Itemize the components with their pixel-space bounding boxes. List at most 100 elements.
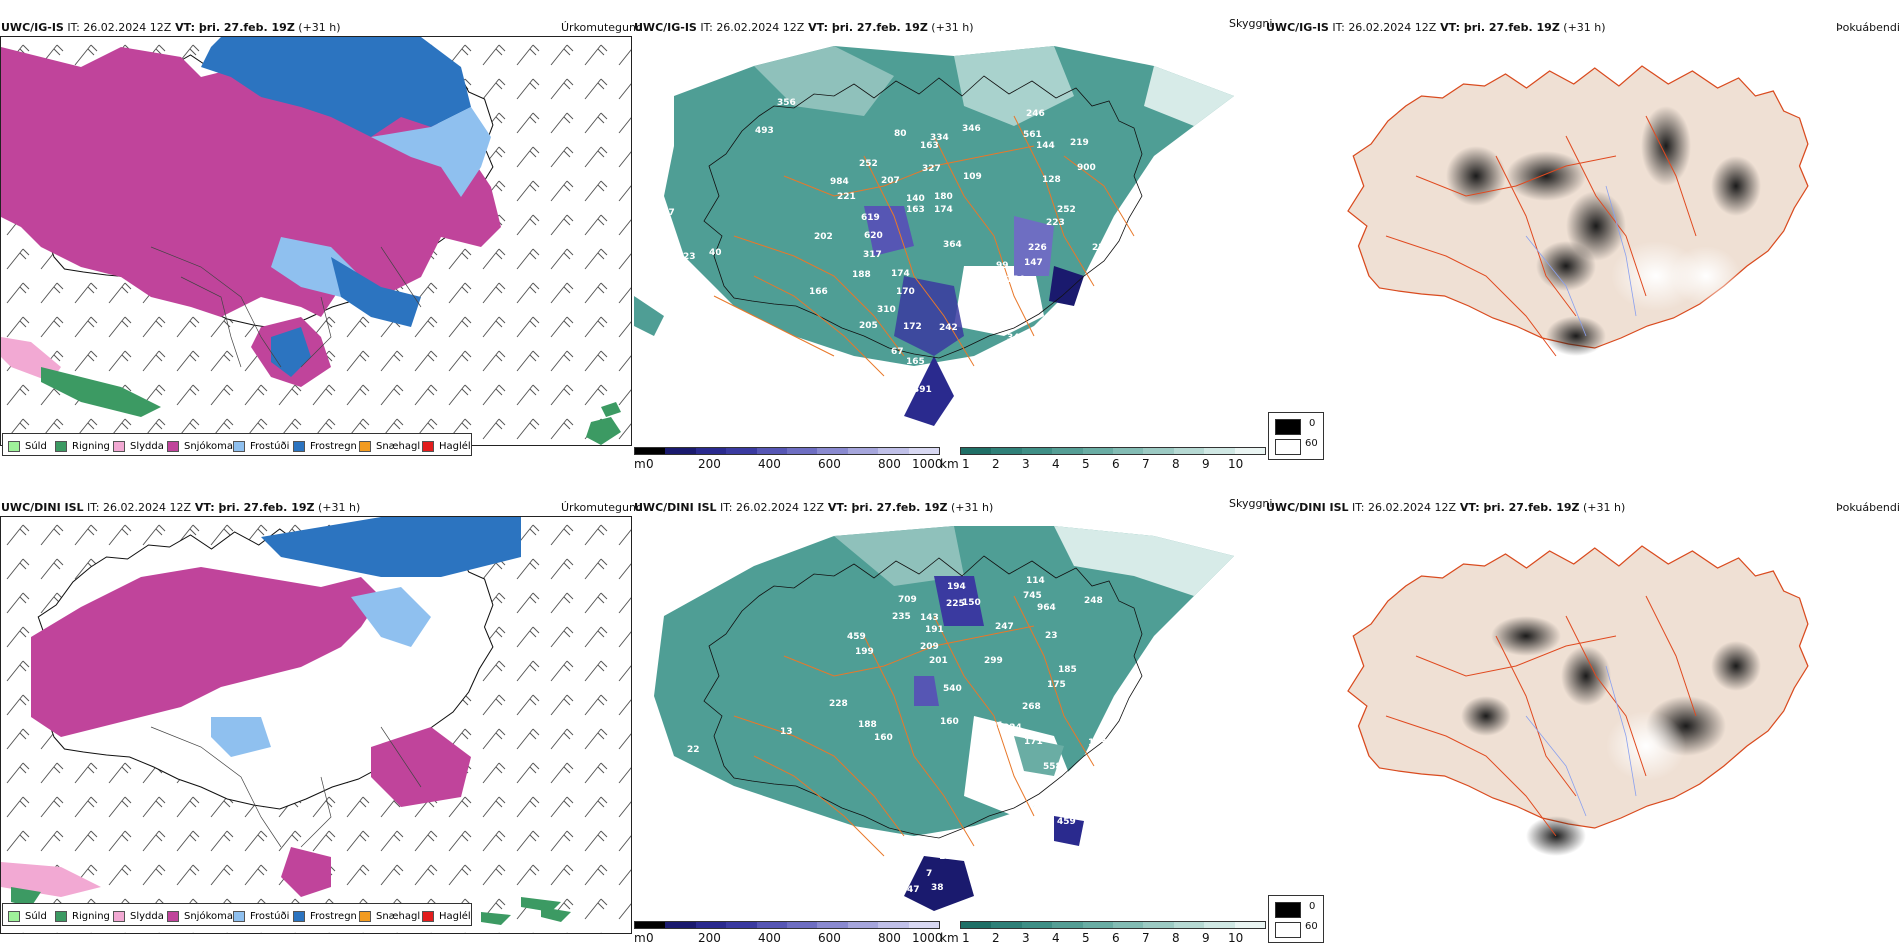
svg-text:242: 242 <box>939 323 958 333</box>
svg-text:99: 99 <box>996 261 1009 271</box>
svg-text:558: 558 <box>1043 762 1062 772</box>
visibility-tick: 9 <box>1202 457 1210 471</box>
svg-text:459: 459 <box>1057 817 1076 827</box>
svg-text:561: 561 <box>1023 130 1042 140</box>
svg-text:180: 180 <box>934 192 953 202</box>
legend-label-drizzle: Súld <box>25 441 47 452</box>
visibility-tick: 7 <box>1142 931 1150 945</box>
svg-text:173: 173 <box>1088 738 1107 748</box>
visibility-colorbar <box>960 921 1266 929</box>
svg-text:246: 246 <box>1026 109 1045 119</box>
svg-text:150: 150 <box>962 598 981 608</box>
visibility-tick: 6 <box>1112 931 1120 945</box>
svg-text:55: 55 <box>887 369 900 379</box>
fog-panel-dini: UWC/DINI ISL IT: 26.02.2024 12Z VT: þri.… <box>1266 492 1900 950</box>
fog-label-0: 0 <box>1309 901 1316 912</box>
legend-label-rain: Rigning <box>72 911 110 922</box>
svg-text:356: 356 <box>777 98 796 108</box>
ceiling-tick: 0 <box>646 931 654 945</box>
svg-text:235: 235 <box>892 612 911 622</box>
svg-text:165: 165 <box>906 357 925 367</box>
svg-text:175: 175 <box>1047 680 1066 690</box>
svg-text:22: 22 <box>687 745 700 755</box>
svg-text:459: 459 <box>847 632 866 642</box>
legend-label-freezing-rain: Frostregn <box>310 911 357 922</box>
visibility-tick: 7 <box>1142 457 1150 471</box>
legend-label-freezing-drizzle: Frostúði <box>250 441 290 452</box>
legend-swatch-sleet <box>113 911 125 922</box>
visibility-tick: 10 <box>1228 457 1244 471</box>
svg-text:224: 224 <box>1003 723 1022 733</box>
ceiling-tick: 1000 <box>912 457 943 471</box>
panel-type-label: Úrkomutegund <box>561 501 643 514</box>
visibility-tick: 3 <box>1022 457 1030 471</box>
svg-text:80: 80 <box>894 129 907 139</box>
visibility-tick: 10 <box>1228 931 1244 945</box>
legend-label-drizzle: Súld <box>25 911 47 922</box>
legend-swatch-freezing-drizzle <box>233 441 245 452</box>
visibility-tick: 3 <box>1022 931 1030 945</box>
model-name: UWC/DINI ISL <box>1266 501 1349 514</box>
svg-text:163: 163 <box>906 205 925 215</box>
svg-text:113: 113 <box>979 320 998 330</box>
svg-text:144: 144 <box>1036 141 1055 151</box>
legend-swatch-snow <box>167 911 179 922</box>
legend-swatch-freezing-rain <box>293 911 305 922</box>
fog-legend-dini: 0 60 <box>1268 895 1324 943</box>
svg-text:619: 619 <box>861 213 880 223</box>
legend-label-sleet: Slydda <box>130 911 164 922</box>
svg-text:964: 964 <box>1037 603 1056 613</box>
fog-swatch-white <box>1275 439 1301 455</box>
svg-text:887: 887 <box>656 208 675 218</box>
panel-type-label: Skyggni <box>1229 497 1273 510</box>
ceiling-colorbar <box>634 921 940 929</box>
visibility-tick: 1 <box>962 931 970 945</box>
model-name: UWC/DINI ISL <box>1 501 84 514</box>
panel-title: UWC/DINI ISL IT: 26.02.2024 12Z VT: þri.… <box>1266 501 1626 514</box>
map-frame <box>0 36 632 446</box>
visibility-tick: 8 <box>1172 931 1180 945</box>
svg-text:334: 334 <box>930 133 949 143</box>
legend-swatch-snow-pellets <box>359 441 371 452</box>
panel-type-label: Úrkomutegund <box>561 21 643 34</box>
legend-label-rain: Rigning <box>72 441 110 452</box>
svg-text:163: 163 <box>920 141 939 151</box>
svg-text:160: 160 <box>874 733 893 743</box>
visibility-tick: 4 <box>1052 931 1060 945</box>
panel-title: UWC/DINI ISL IT: 26.02.2024 12Z VT: þri.… <box>634 501 994 514</box>
svg-text:364: 364 <box>943 240 962 250</box>
svg-text:143: 143 <box>920 613 939 623</box>
svg-text:225: 225 <box>946 599 965 609</box>
legend-label-freezing-rain: Frostregn <box>310 441 357 452</box>
svg-text:223: 223 <box>1046 218 1065 228</box>
legend-label-freezing-drizzle: Frostúði <box>250 911 290 922</box>
precip-type-map <box>1 517 631 933</box>
svg-text:191: 191 <box>925 625 944 635</box>
legend-label-hail: Haglél <box>439 911 471 922</box>
svg-text:109: 109 <box>963 172 982 182</box>
fog-label-60: 60 <box>1305 438 1318 449</box>
panel-title: UWC/IG-IS IT: 26.02.2024 12Z VT: þri. 27… <box>1266 21 1606 34</box>
fog-panel-ig: UWC/IG-IS IT: 26.02.2024 12Z VT: þri. 27… <box>1266 12 1900 480</box>
precip-type-panel-dini: UWC/DINI ISL IT: 26.02.2024 12Z VT: þri.… <box>0 492 643 950</box>
svg-text:221: 221 <box>837 192 856 202</box>
svg-text:114: 114 <box>1026 576 1045 586</box>
svg-text:540: 540 <box>943 684 962 694</box>
legend-label-snow-pellets: Snæhagl <box>376 911 421 922</box>
ceiling-tick: 600 <box>818 457 841 471</box>
svg-text:317: 317 <box>863 250 882 260</box>
fog-swatch-black <box>1275 902 1301 918</box>
svg-text:252: 252 <box>859 159 878 169</box>
svg-text:327: 327 <box>922 164 941 174</box>
svg-text:201: 201 <box>929 656 948 666</box>
svg-text:91: 91 <box>991 721 1004 731</box>
visibility-tick: 6 <box>1112 457 1120 471</box>
ceiling-tick: 800 <box>878 457 901 471</box>
fog-swatch-white <box>1275 922 1301 938</box>
visibility-tick: 5 <box>1082 457 1090 471</box>
fog-legend-ig: 0 60 <box>1268 412 1324 460</box>
fog-swatch-black <box>1275 419 1301 435</box>
svg-text:91: 91 <box>996 294 1009 304</box>
svg-text:391: 391 <box>913 385 932 395</box>
